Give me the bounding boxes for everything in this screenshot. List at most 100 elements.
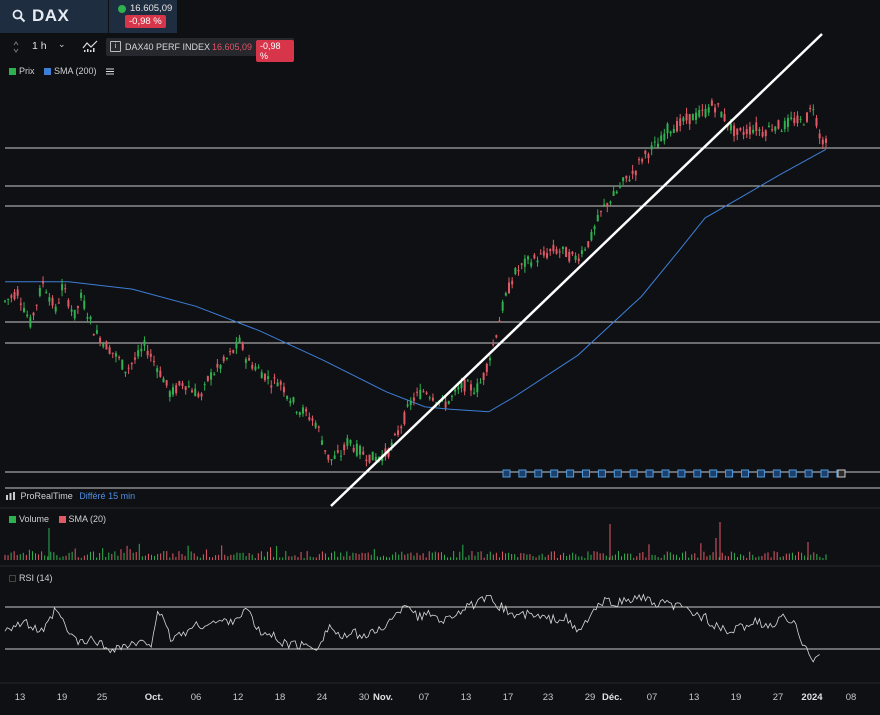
candle-body	[314, 422, 317, 428]
candle-body	[685, 113, 688, 121]
rsi-line	[4, 593, 820, 663]
candle-body	[669, 131, 672, 134]
candle-body	[76, 306, 79, 308]
candle-body	[485, 363, 488, 373]
candle-body	[590, 231, 593, 241]
sma200-legend-label: SMA (200)	[54, 66, 97, 76]
candle-body	[612, 191, 615, 196]
candle-body	[156, 368, 159, 373]
candle-body	[232, 350, 235, 353]
candle-body	[393, 434, 396, 436]
candle-body	[57, 302, 60, 304]
sma20-legend-label: SMA (20)	[68, 514, 107, 524]
candle-body	[229, 351, 232, 353]
dividend-event-icon	[741, 469, 749, 478]
x-tick-label: 12	[232, 692, 244, 703]
candle-body	[812, 109, 815, 111]
dividend-event-icon	[629, 469, 638, 478]
candle-body	[324, 450, 327, 452]
interval-selector[interactable]: 1 h	[32, 40, 47, 52]
candle-body	[818, 133, 821, 139]
candle-body	[292, 397, 295, 403]
drag-handle-icon[interactable]	[13, 41, 19, 53]
event-markers[interactable]	[502, 469, 846, 478]
prorealtime-logo-icon	[6, 492, 15, 500]
candle-body	[216, 363, 219, 368]
volume-legend: Volume SMA (20)	[9, 514, 113, 524]
dividend-event-icon	[550, 469, 559, 478]
candle-body	[241, 342, 244, 350]
candle-body	[492, 344, 495, 346]
dividend-event-icon	[518, 469, 527, 478]
dividend-event-icon	[597, 469, 606, 478]
candle-body	[555, 249, 558, 254]
candle-body	[460, 382, 463, 389]
candle-body	[647, 154, 650, 159]
source-name: ProRealTime	[20, 491, 73, 501]
candle-body	[714, 107, 717, 113]
candle-body	[511, 280, 514, 285]
candles-layer	[4, 98, 827, 467]
candle-body	[254, 366, 257, 371]
candle-body	[682, 117, 685, 122]
symbol-search[interactable]: DAX	[0, 0, 108, 33]
candle-body	[359, 445, 362, 455]
candle-body	[83, 300, 86, 309]
candle-body	[406, 404, 409, 407]
candle-body	[282, 386, 285, 393]
candle-body	[289, 400, 292, 404]
x-tick-label: 08	[845, 692, 857, 703]
candle-body	[764, 130, 767, 137]
candle-body	[355, 443, 358, 456]
candle-body	[745, 129, 748, 134]
candle-body	[701, 109, 704, 111]
candle-body	[419, 389, 422, 399]
candle-body	[10, 295, 13, 298]
candle-body	[752, 129, 755, 133]
candle-body	[457, 387, 460, 390]
trendline-layer[interactable]	[330, 33, 823, 507]
candle-body	[755, 122, 758, 132]
quote-box: 16.605,09 -0,98 %	[109, 0, 177, 33]
candle-body	[333, 455, 336, 459]
candle-body	[761, 131, 764, 137]
list-icon[interactable]	[106, 68, 115, 75]
candle-body	[679, 118, 682, 126]
candle-body	[549, 248, 552, 252]
dividend-event-icon	[534, 469, 543, 478]
candle-body	[295, 411, 298, 413]
candle-body	[7, 298, 10, 300]
candle-body	[821, 139, 824, 145]
instrument-info-box[interactable]: i DAX40 PERF INDEX 16.605,09 -0,98 %	[106, 38, 294, 62]
candle-body	[257, 367, 260, 369]
candle-body	[368, 454, 371, 463]
candle-body	[593, 226, 596, 230]
delay-label: Différé 15 min	[79, 491, 136, 501]
candle-body	[742, 131, 745, 135]
rsi-legend: RSI (14)	[9, 573, 60, 583]
candle-body	[301, 407, 304, 414]
candle-body	[530, 262, 533, 267]
candle-body	[45, 292, 48, 294]
x-tick-label: 2024	[801, 692, 823, 703]
candle-body	[790, 117, 793, 120]
candle-body	[422, 391, 425, 393]
info-icon[interactable]: i	[110, 41, 121, 52]
candle-body	[80, 292, 83, 298]
candle-body	[574, 255, 577, 260]
candle-body	[184, 386, 187, 391]
dividend-event-icon	[772, 469, 781, 478]
indicators-icon[interactable]	[82, 39, 98, 53]
chevron-down-icon[interactable]: ⌄	[58, 39, 66, 49]
candle-body	[308, 417, 311, 420]
candle-body	[634, 170, 637, 176]
candle-body	[717, 103, 720, 105]
dividend-event-icon	[613, 469, 622, 478]
sma200-swatch	[44, 68, 52, 75]
candle-body	[736, 128, 739, 135]
dividend-event-icon	[677, 469, 686, 478]
trend-line[interactable]	[330, 33, 823, 507]
x-tick-label: 25	[96, 692, 108, 703]
candle-body	[320, 440, 323, 445]
